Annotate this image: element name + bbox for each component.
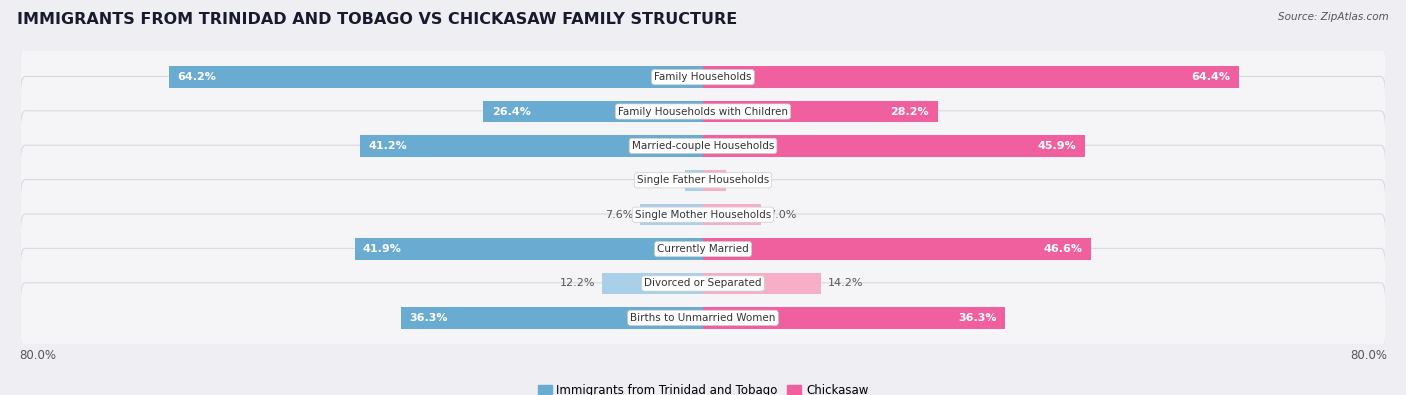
Bar [703,135,1084,156]
Text: Family Households: Family Households [654,72,752,82]
Bar [703,204,761,226]
Text: Single Mother Households: Single Mother Households [636,210,770,220]
Bar [703,101,938,122]
Legend: Immigrants from Trinidad and Tobago, Chickasaw: Immigrants from Trinidad and Tobago, Chi… [533,380,873,395]
Text: Single Father Households: Single Father Households [637,175,769,185]
Bar [169,66,703,88]
Text: 2.8%: 2.8% [733,175,762,185]
Text: 36.3%: 36.3% [957,313,997,323]
Text: Births to Unmarried Women: Births to Unmarried Women [630,313,776,323]
Bar [703,169,727,191]
Text: Married-couple Households: Married-couple Households [631,141,775,151]
Bar [484,101,703,122]
Text: 14.2%: 14.2% [828,278,863,288]
Text: 64.4%: 64.4% [1191,72,1230,82]
FancyBboxPatch shape [20,145,1386,215]
Text: 26.4%: 26.4% [492,107,530,117]
FancyBboxPatch shape [20,42,1386,112]
Text: 64.2%: 64.2% [177,72,217,82]
FancyBboxPatch shape [20,248,1386,318]
FancyBboxPatch shape [20,77,1386,147]
Text: 45.9%: 45.9% [1038,141,1077,151]
Bar [703,239,1091,260]
Bar [703,66,1239,88]
FancyBboxPatch shape [20,283,1386,353]
Text: Divorced or Separated: Divorced or Separated [644,278,762,288]
Text: 41.2%: 41.2% [368,141,408,151]
FancyBboxPatch shape [20,214,1386,284]
Bar [360,135,703,156]
Text: 7.6%: 7.6% [605,210,633,220]
Text: 46.6%: 46.6% [1043,244,1083,254]
FancyBboxPatch shape [20,180,1386,250]
Text: Currently Married: Currently Married [657,244,749,254]
Bar [354,239,703,260]
FancyBboxPatch shape [20,111,1386,181]
Text: 28.2%: 28.2% [890,107,929,117]
Bar [401,307,703,329]
Bar [703,307,1005,329]
Bar [685,169,703,191]
Text: 7.0%: 7.0% [768,210,796,220]
Bar [640,204,703,226]
Text: IMMIGRANTS FROM TRINIDAD AND TOBAGO VS CHICKASAW FAMILY STRUCTURE: IMMIGRANTS FROM TRINIDAD AND TOBAGO VS C… [17,12,737,27]
Text: 2.2%: 2.2% [650,175,678,185]
Text: Family Households with Children: Family Households with Children [619,107,787,117]
Bar [602,273,703,294]
Text: 41.9%: 41.9% [363,244,402,254]
Text: 36.3%: 36.3% [409,313,449,323]
Text: Source: ZipAtlas.com: Source: ZipAtlas.com [1278,12,1389,22]
Text: 12.2%: 12.2% [560,278,595,288]
Bar [703,273,821,294]
